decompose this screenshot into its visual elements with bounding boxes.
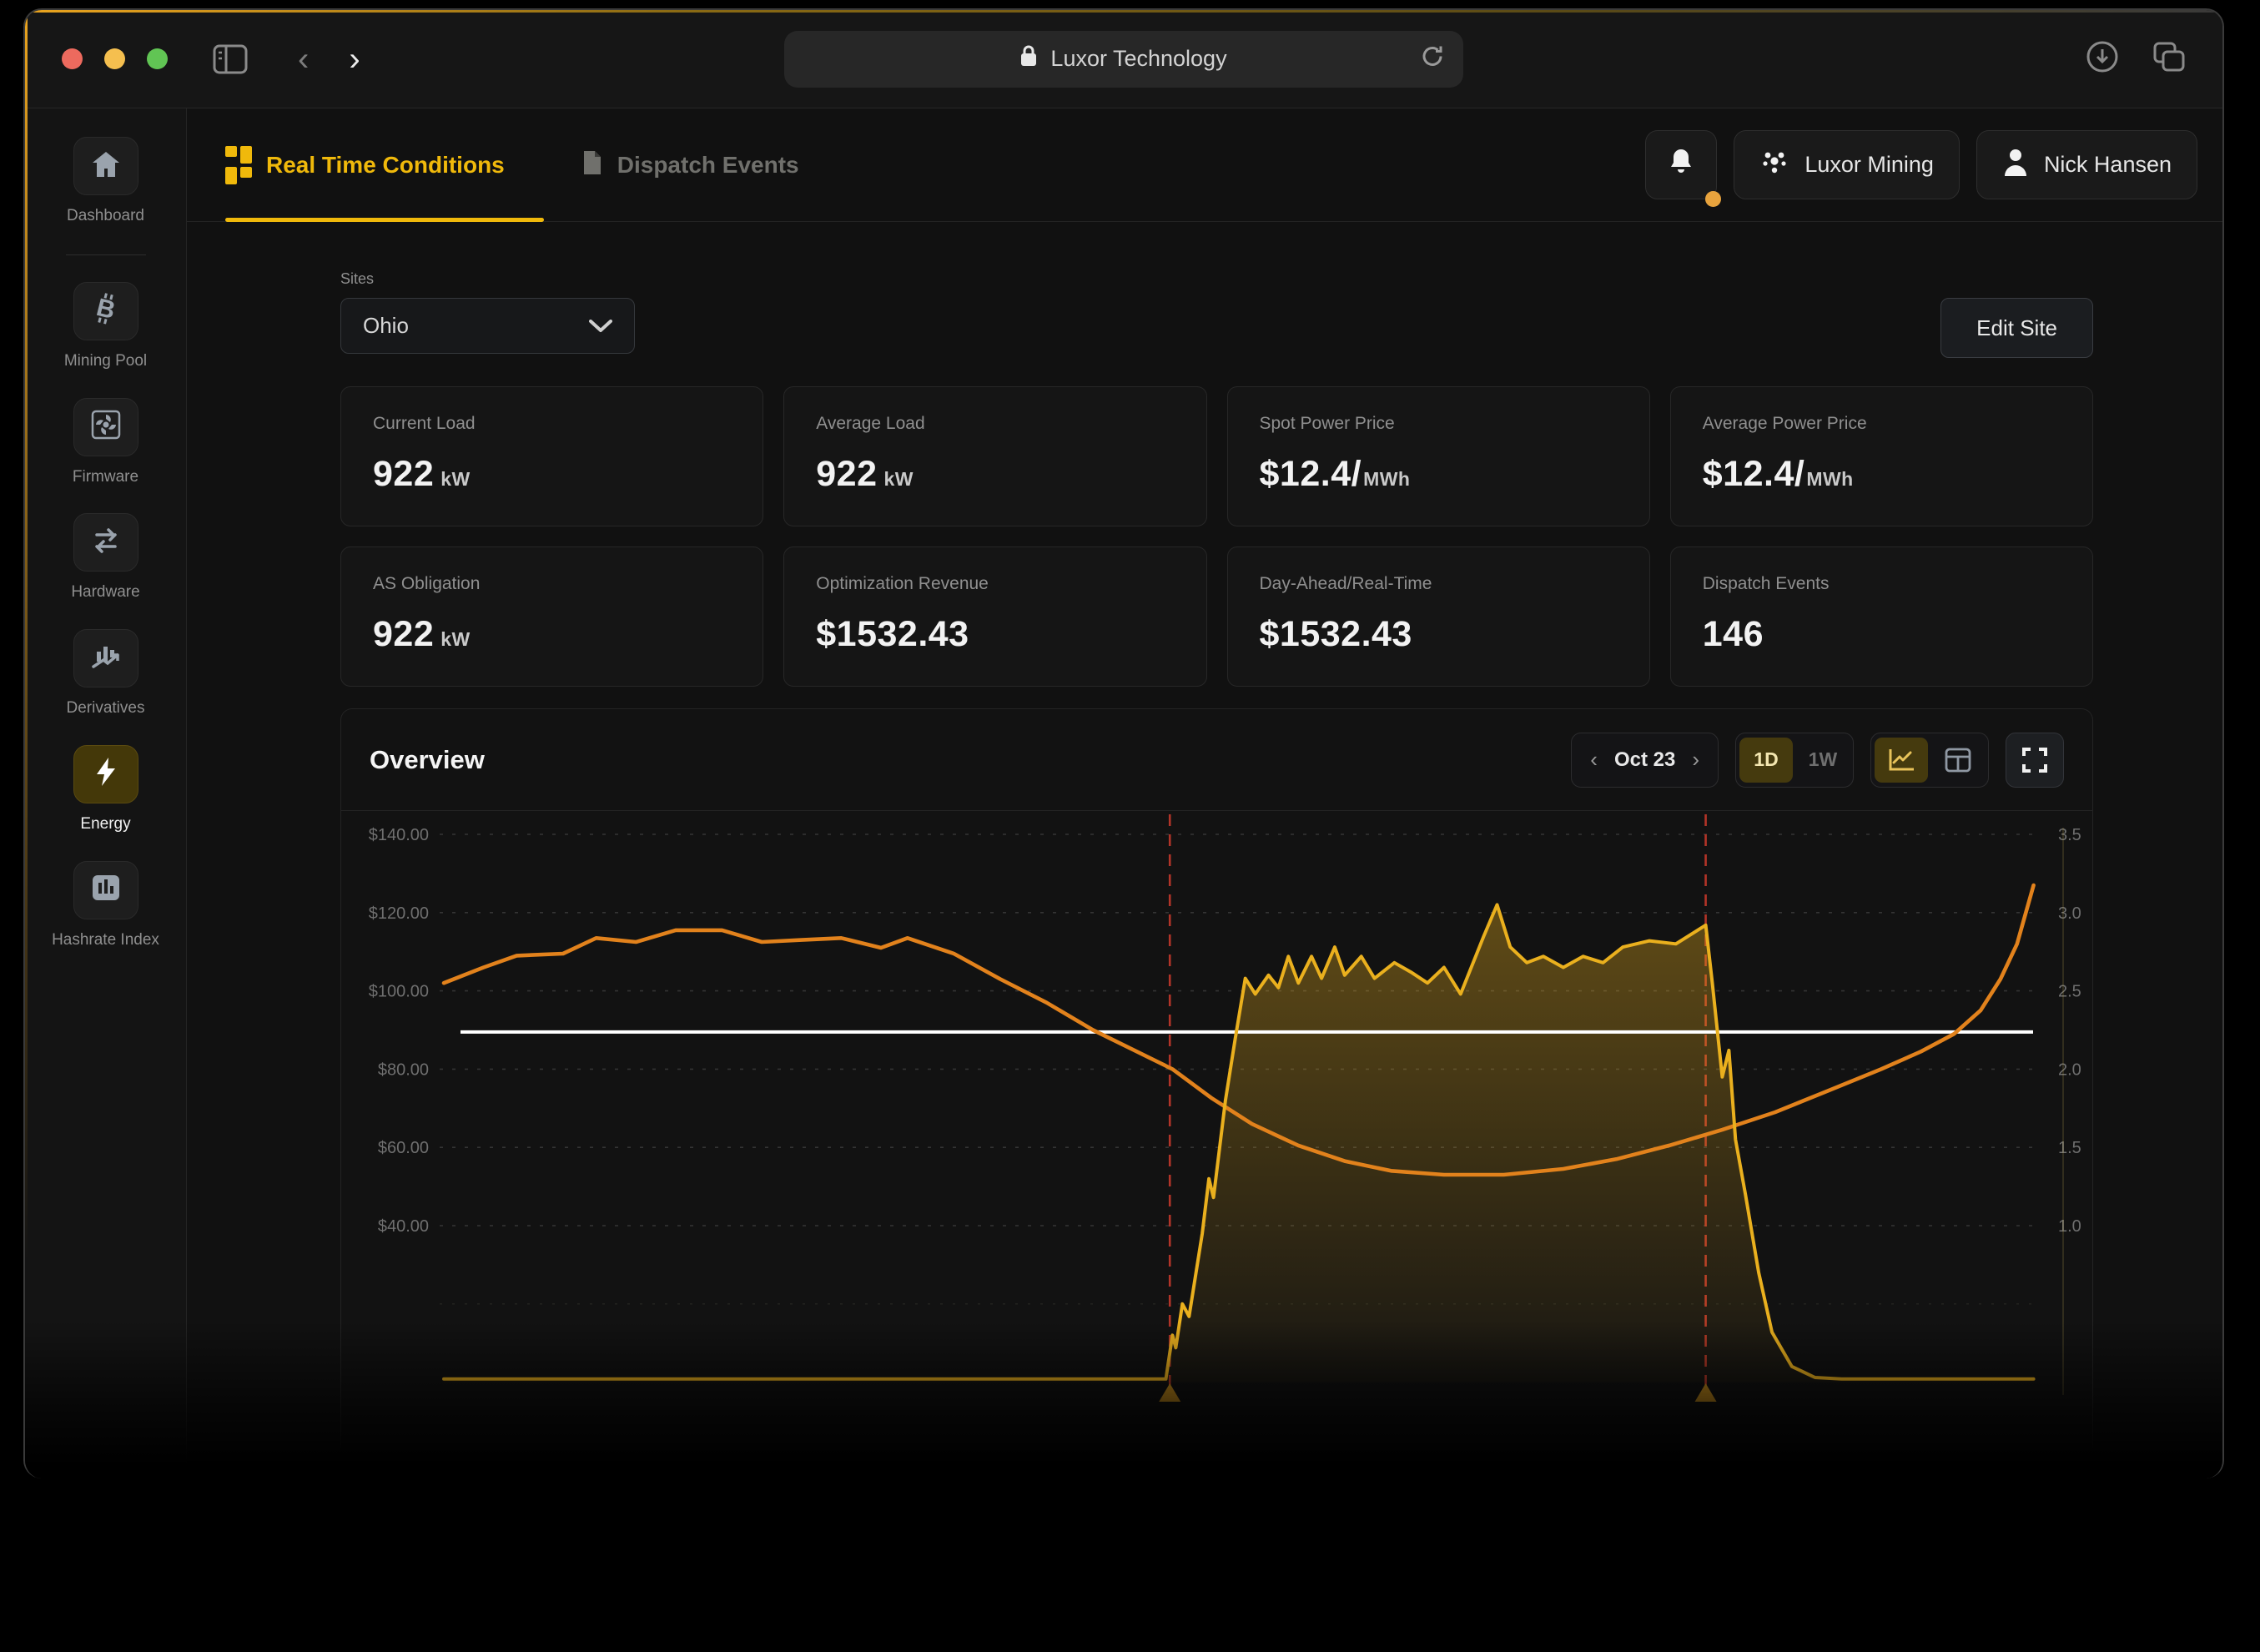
fan-icon — [91, 410, 121, 444]
dispatch-event-marker-triangle — [1159, 1383, 1181, 1402]
window-border-glow — [25, 10, 2222, 13]
stat-card-day-ahead-real-time: Day-Ahead/Real-Time $1532.43 — [1226, 546, 1650, 687]
sidebar-item-hashrate-index[interactable]: Hashrate Index — [48, 860, 164, 950]
user-icon — [2002, 148, 2029, 182]
window-controls — [62, 48, 168, 69]
right-axis-label: 2.0 — [2058, 1060, 2081, 1079]
range-toggle: 1D 1W — [1735, 732, 1854, 788]
sidebar-divider — [65, 254, 146, 255]
stat-card-spot-power-price: Spot Power Price $12.4/MWh — [1226, 386, 1650, 526]
browser-window: ‹ › Luxor Technology — [23, 8, 2224, 1478]
sidebar-item-dashboard[interactable]: Dashboard — [48, 137, 164, 226]
stat-card-current-load: Current Load 922 kW — [340, 386, 764, 526]
address-bar[interactable]: Luxor Technology — [784, 30, 1463, 88]
sidebar-item-mining-pool[interactable]: B Mining Pool — [48, 281, 164, 371]
chart-trend-icon — [90, 642, 122, 676]
bitcoin-icon: B — [91, 292, 121, 330]
lightning-bolt-icon — [93, 756, 118, 792]
zoom-window-button[interactable] — [147, 48, 168, 69]
range-1w-button[interactable]: 1W — [1808, 748, 1838, 770]
table-icon — [1945, 748, 1971, 772]
load-line — [442, 903, 2036, 1381]
dashboard-grid-icon — [225, 145, 252, 184]
minimize-window-button[interactable] — [104, 48, 125, 69]
stat-card-average-power-price: Average Power Price $12.4/MWh — [1669, 386, 2093, 526]
stat-card-optimization-revenue: Optimization Revenue $1532.43 — [783, 546, 1207, 687]
right-axis-label: 1.0 — [2058, 1217, 2081, 1236]
sidebar: Dashboard B Mining Pool Firmware Hardwar… — [25, 108, 187, 1478]
range-1d-button[interactable]: 1D — [1739, 737, 1793, 783]
notifications-button[interactable] — [1645, 130, 1722, 207]
overview-panel: Overview ‹ Oct 23 › 1D 1W — [340, 708, 2093, 1448]
stats-cards: Current Load 922 kW Average Load 922 kW Sp… — [340, 386, 2093, 687]
page-tabbar: Real Time Conditions Dispatch Events — [187, 108, 2222, 222]
forward-button[interactable]: › — [349, 40, 360, 78]
line-chart-icon — [1889, 748, 1914, 770]
right-axis-label: 1.5 — [2058, 1139, 2081, 1157]
edit-site-button[interactable]: Edit Site — [1940, 298, 2093, 358]
user-menu-button[interactable]: Nick Hansen — [1976, 130, 2197, 199]
expand-icon — [2022, 747, 2047, 773]
right-axis-label: 2.5 — [2058, 983, 2081, 1001]
close-window-button[interactable] — [62, 48, 83, 69]
right-axis-label: 3.5 — [2058, 826, 2081, 844]
stat-card-dispatch-events: Dispatch Events 146 — [1669, 546, 2093, 687]
chart-view-button[interactable] — [1875, 737, 1928, 783]
load-area — [444, 904, 2034, 1383]
left-axis-label: $80.00 — [378, 1060, 429, 1079]
selected-date: Oct 23 — [1613, 748, 1676, 771]
bar-chart-icon — [90, 874, 122, 906]
tab-real-time-conditions[interactable]: Real Time Conditions — [225, 145, 505, 184]
active-tab-underline — [225, 218, 544, 222]
sidebar-toggle-icon[interactable] — [213, 44, 248, 74]
dispatch-event-marker-triangle — [1694, 1383, 1717, 1402]
left-axis-label: $60.00 — [378, 1139, 429, 1157]
next-day-button[interactable]: › — [1692, 747, 1699, 772]
left-axis-label: $40.00 — [378, 1217, 429, 1236]
table-view-button[interactable] — [1931, 738, 1985, 783]
browser-titlebar: ‹ › Luxor Technology — [25, 10, 2222, 108]
site-select[interactable]: Ohio — [340, 298, 635, 354]
left-axis-label: $100.00 — [369, 983, 429, 1001]
back-button[interactable]: ‹ — [298, 40, 310, 78]
sidebar-item-firmware[interactable]: Firmware — [48, 397, 164, 487]
sidebar-item-hardware[interactable]: Hardware — [48, 513, 164, 602]
home-icon — [91, 150, 121, 183]
site-select-value: Ohio — [363, 313, 409, 338]
date-navigator: ‹ Oct 23 › — [1571, 732, 1719, 788]
fullscreen-button[interactable] — [2006, 732, 2064, 788]
reload-icon[interactable] — [1420, 43, 1445, 74]
org-switcher-button[interactable]: Luxor Mining — [1734, 130, 1960, 199]
prev-day-button[interactable]: ‹ — [1590, 747, 1598, 772]
stat-card-as-obligation: AS Obligation 922 kW — [340, 546, 764, 687]
tab-overview-icon[interactable] — [2152, 41, 2186, 77]
user-name: Nick Hansen — [2043, 152, 2172, 177]
sidebar-item-derivatives[interactable]: Derivatives — [48, 629, 164, 718]
org-name: Luxor Mining — [1804, 152, 1934, 177]
lock-icon — [1020, 45, 1037, 73]
overview-title: Overview — [370, 744, 485, 774]
url-text: Luxor Technology — [1050, 46, 1227, 71]
window-border-glow-left — [25, 10, 28, 1262]
chevron-down-icon — [589, 313, 612, 339]
luxor-logo-icon — [1759, 147, 1789, 183]
left-axis-label: $120.00 — [369, 904, 429, 923]
downloads-icon[interactable] — [2086, 40, 2119, 78]
overview-chart[interactable]: $140.00 3.5 $120.00 3.0 $100.00 2.5 $80.00 2.0 $… — [341, 811, 2092, 1443]
stat-card-average-load: Average Load 922 kW — [783, 386, 1207, 526]
view-toggle — [1870, 732, 1989, 788]
bell-icon — [1669, 148, 1694, 182]
sites-label: Sites — [340, 270, 375, 287]
left-axis-label: $140.00 — [369, 826, 429, 844]
right-axis-label: 3.0 — [2058, 904, 2081, 923]
transfer-arrows-icon — [90, 528, 122, 557]
document-icon — [581, 149, 603, 180]
sidebar-item-energy[interactable]: Energy — [48, 744, 164, 834]
notification-dot — [1705, 191, 1722, 207]
power-price-line — [441, 883, 2036, 1177]
tab-dispatch-events[interactable]: Dispatch Events — [581, 149, 799, 180]
